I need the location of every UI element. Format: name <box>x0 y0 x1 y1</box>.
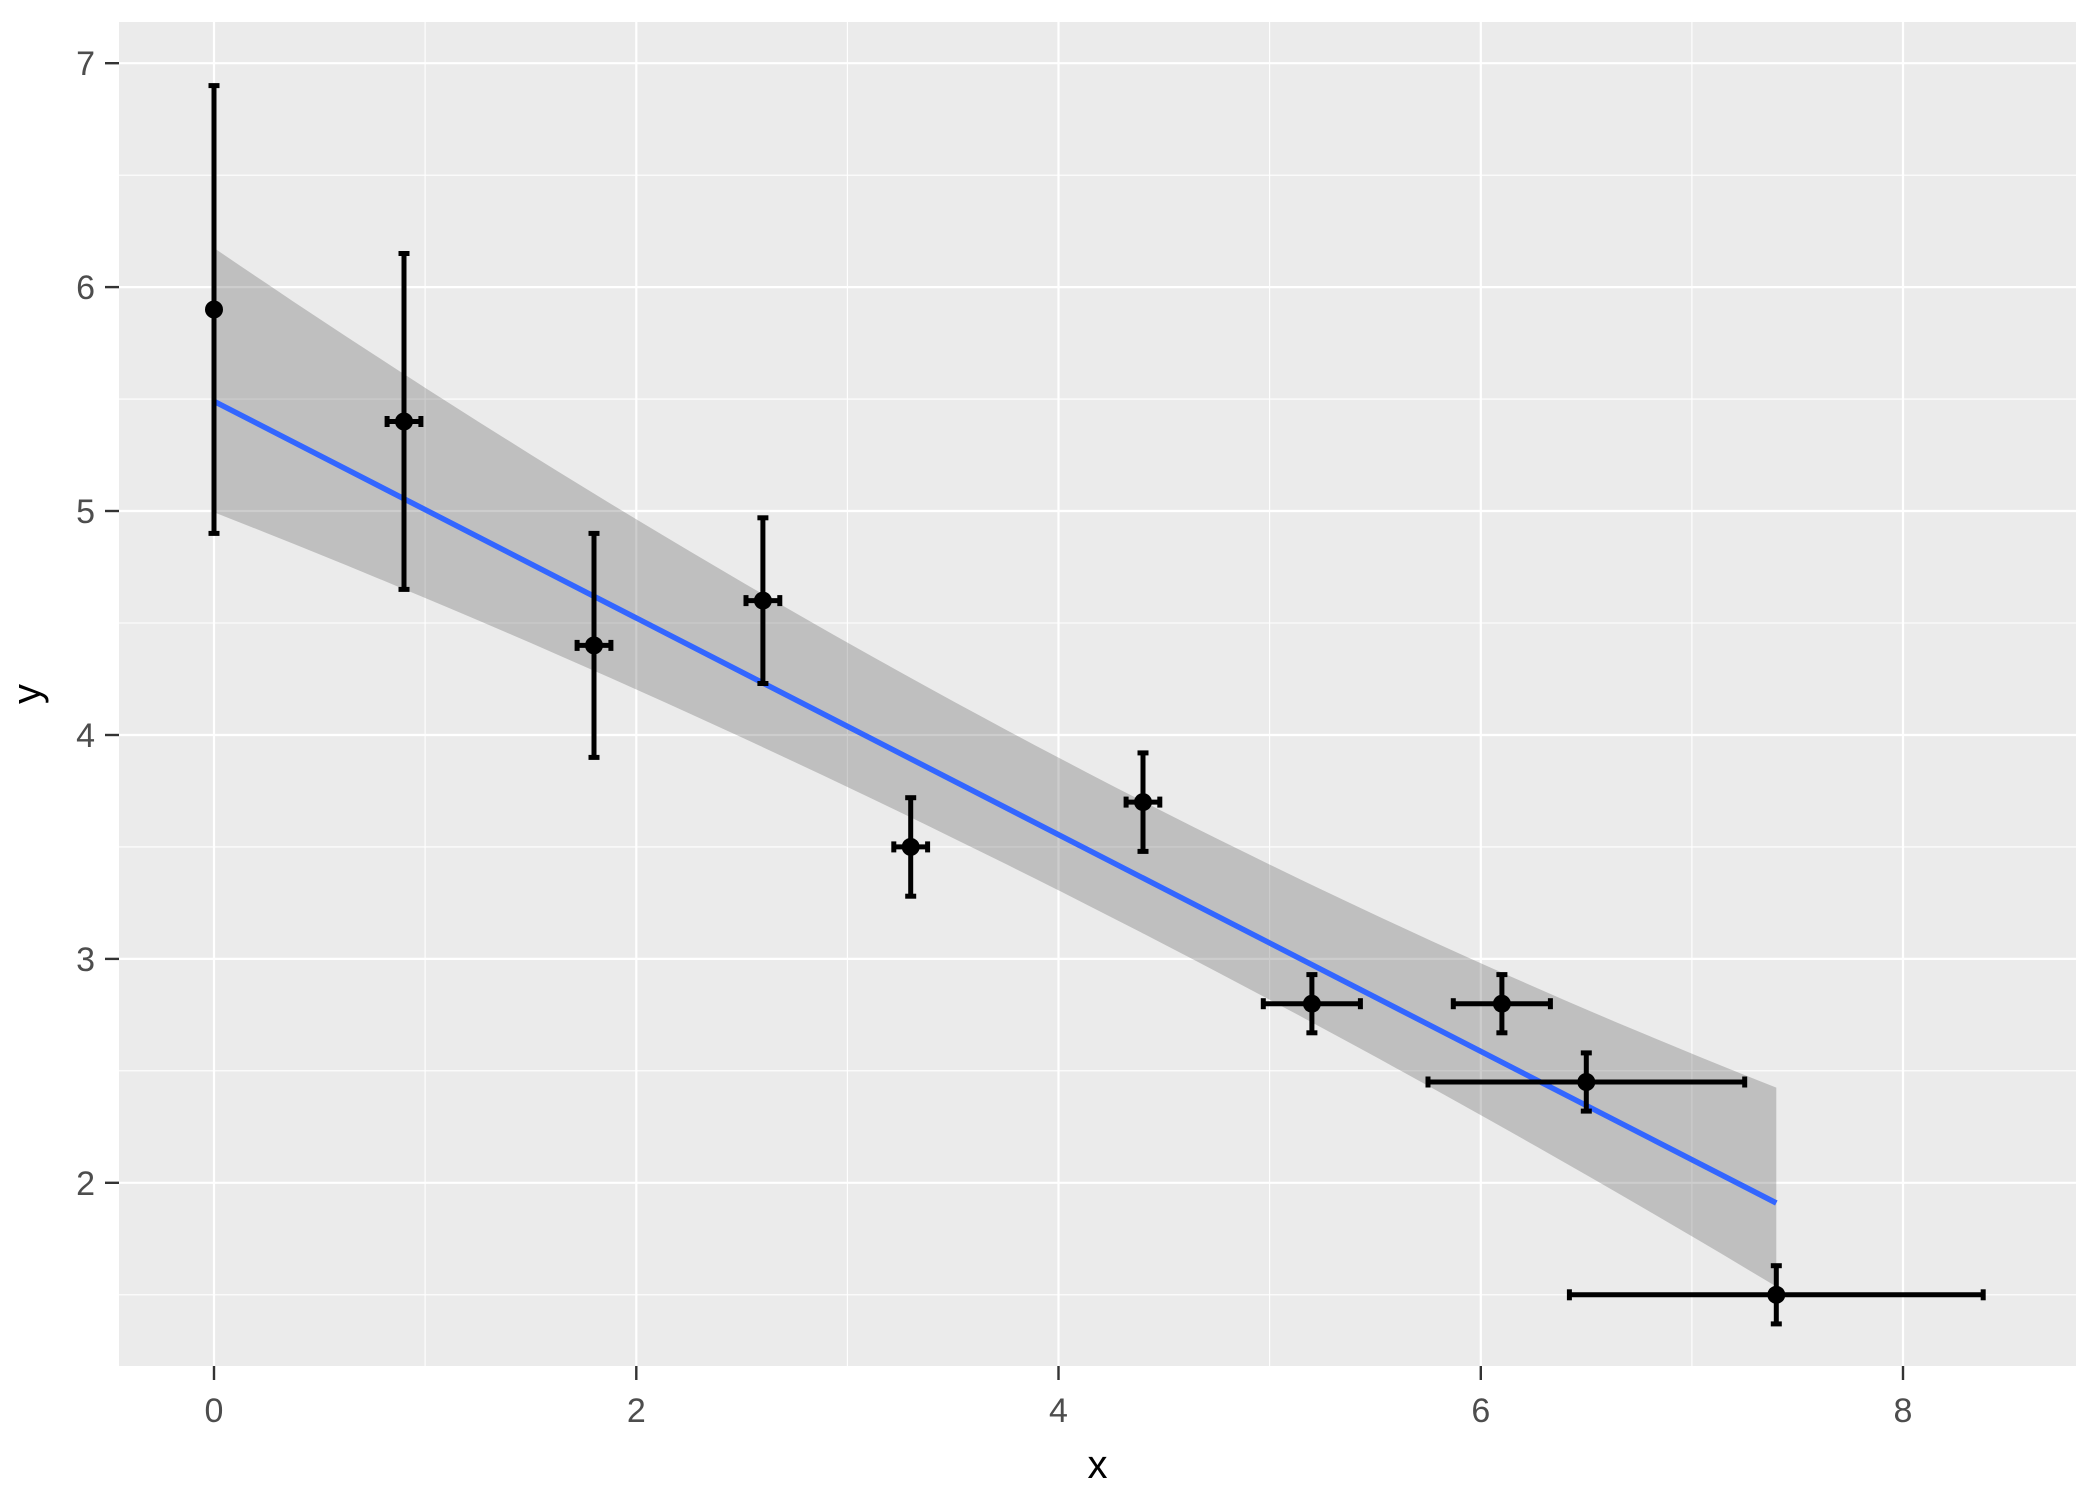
svg-text:6: 6 <box>1471 1392 1490 1430</box>
svg-text:8: 8 <box>1894 1392 1913 1430</box>
svg-text:0: 0 <box>205 1392 224 1430</box>
svg-text:x: x <box>1088 1443 1108 1487</box>
svg-text:4: 4 <box>76 717 95 755</box>
svg-text:2: 2 <box>627 1392 646 1430</box>
svg-text:2: 2 <box>76 1165 95 1203</box>
svg-text:3: 3 <box>76 941 95 979</box>
svg-text:7: 7 <box>76 45 95 83</box>
svg-text:4: 4 <box>1049 1392 1068 1430</box>
svg-text:5: 5 <box>76 493 95 531</box>
svg-text:6: 6 <box>76 269 95 307</box>
svg-text:y: y <box>5 684 49 704</box>
